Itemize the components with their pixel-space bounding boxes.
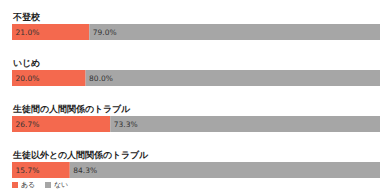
svg-text:84.3%: 84.3% [73,166,97,175]
svg-text:79.0%: 79.0% [93,28,117,37]
svg-text:不登校: 不登校 [12,12,41,22]
html-text:ある: ある [21,181,35,189]
svg-text:生徒以外との人間関係のトラブル: 生徒以外との人間関係のトラブル [12,150,149,160]
svg-text:15.7%: 15.7% [16,166,40,175]
svg-text:73.3%: 73.3% [114,120,138,129]
svg-text:生徒間の人間関係のトラブル: 生徒間の人間関係のトラブル [12,104,131,114]
svg-text:20.0%: 20.0% [16,74,40,83]
svg-text:21.0%: 21.0% [16,28,40,37]
svg-text:80.0%: 80.0% [89,74,113,83]
html-text:ない: ない [54,181,68,189]
svg-text:いじめ: いじめ [13,58,40,68]
svg-text:26.7%: 26.7% [16,120,40,129]
